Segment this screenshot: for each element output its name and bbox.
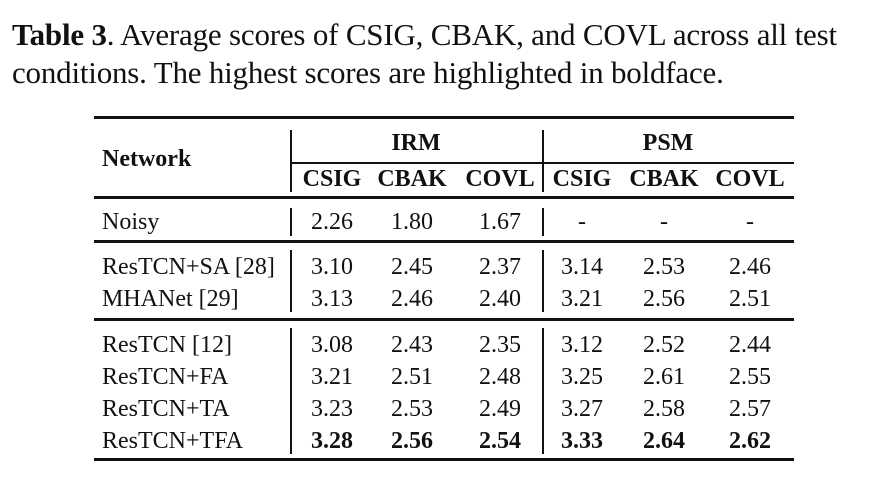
cell-value: 2.44 xyxy=(729,332,771,358)
cell-value-best: 2.64 xyxy=(643,428,685,454)
row-name: ResTCN+TA xyxy=(102,396,230,422)
header-col-2: CBAK xyxy=(377,166,447,192)
cell-value: - xyxy=(578,209,586,235)
cell-value: 3.21 xyxy=(311,364,353,390)
cell-value: 1.80 xyxy=(391,209,433,235)
cell-value: 2.51 xyxy=(729,286,771,312)
header-group-psm: PSM xyxy=(642,130,694,156)
cell-value: 3.27 xyxy=(561,396,603,422)
header-col-5: CBAK xyxy=(629,166,699,192)
cell-value: 2.51 xyxy=(391,364,433,390)
row-name: ResTCN+SA [28] xyxy=(102,254,275,280)
sep-group-header xyxy=(542,130,544,192)
header-col-4: CSIG xyxy=(552,166,612,192)
cell-value-best: 2.56 xyxy=(391,428,433,454)
cell-value-best: 2.54 xyxy=(479,428,521,454)
header-group-irm: IRM xyxy=(391,130,441,156)
row-name: ResTCN+FA xyxy=(102,364,229,390)
header-col-1: CSIG xyxy=(302,166,362,192)
cell-value: 2.57 xyxy=(729,396,771,422)
caption-text: . Average scores of CSIG, CBAK, and COVL… xyxy=(12,17,837,90)
sep-network-header xyxy=(290,130,292,192)
cell-value: 3.08 xyxy=(311,332,353,358)
cell-value: 1.67 xyxy=(479,209,521,235)
table-bottom-rule xyxy=(94,458,794,461)
table-top-rule xyxy=(94,116,794,119)
cell-value: 3.21 xyxy=(561,286,603,312)
cell-value: - xyxy=(746,209,754,235)
caption-label: Table 3 xyxy=(12,17,107,52)
cell-value: - xyxy=(660,209,668,235)
cell-value: 3.14 xyxy=(561,254,603,280)
cell-value: 2.46 xyxy=(391,286,433,312)
cell-value: 3.10 xyxy=(311,254,353,280)
header-col-3: COVL xyxy=(465,166,535,192)
sep-network-row0 xyxy=(290,208,292,236)
cell-value: 2.43 xyxy=(391,332,433,358)
row-name: MHANet [29] xyxy=(102,286,239,312)
cell-value: 3.13 xyxy=(311,286,353,312)
cell-value: 2.53 xyxy=(643,254,685,280)
cell-value: 2.58 xyxy=(643,396,685,422)
cell-value: 2.40 xyxy=(479,286,521,312)
cell-value: 2.37 xyxy=(479,254,521,280)
cell-value: 3.12 xyxy=(561,332,603,358)
group-rule-1 xyxy=(94,240,794,243)
header-network: Network xyxy=(102,146,192,172)
header-bottom-rule xyxy=(94,196,794,199)
cell-value: 3.23 xyxy=(311,396,353,422)
row-name: ResTCN [12] xyxy=(102,332,232,358)
cell-value: 2.35 xyxy=(479,332,521,358)
cell-value: 2.61 xyxy=(643,364,685,390)
cell-value: 2.45 xyxy=(391,254,433,280)
cell-value: 2.48 xyxy=(479,364,521,390)
group-rule-2 xyxy=(94,318,794,321)
sep-group-block2 xyxy=(542,328,544,454)
cell-value-best: 3.33 xyxy=(561,428,603,454)
cell-value: 2.26 xyxy=(311,209,353,235)
row-name: ResTCN+TFA xyxy=(102,428,244,454)
sep-group-row0 xyxy=(542,208,544,236)
sep-network-block1 xyxy=(290,250,292,312)
header-col-6: COVL xyxy=(715,166,785,192)
sep-network-block2 xyxy=(290,328,292,454)
row-name: Noisy xyxy=(102,209,160,235)
cell-value: 2.52 xyxy=(643,332,685,358)
sep-group-block1 xyxy=(542,250,544,312)
cell-value: 2.55 xyxy=(729,364,771,390)
cell-value-best: 3.28 xyxy=(311,428,353,454)
cell-value: 2.46 xyxy=(729,254,771,280)
cell-value: 3.25 xyxy=(561,364,603,390)
cell-value: 2.56 xyxy=(643,286,685,312)
cell-value: 2.49 xyxy=(479,396,521,422)
cell-value: 2.53 xyxy=(391,396,433,422)
table-caption: Table 3. Average scores of CSIG, CBAK, a… xyxy=(12,16,888,92)
cell-value-best: 2.62 xyxy=(729,428,771,454)
